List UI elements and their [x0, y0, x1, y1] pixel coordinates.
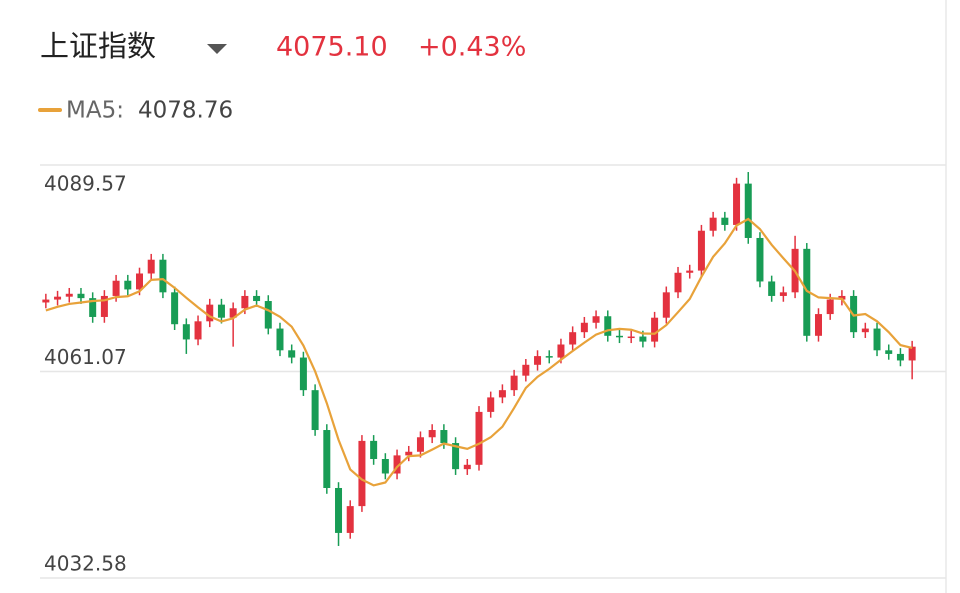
- candle-body: [510, 375, 518, 391]
- candle-body: [182, 324, 190, 340]
- candle-body: [311, 390, 319, 431]
- change: +0.43%: [418, 32, 526, 63]
- candle-body: [873, 328, 881, 351]
- candle-body: [440, 430, 448, 444]
- candle-body: [206, 304, 214, 322]
- chart-title[interactable]: 上证指数: [40, 29, 156, 63]
- candle-body: [885, 350, 893, 354]
- y-tick-label: 4032.58: [44, 552, 127, 576]
- candle-body: [370, 440, 378, 460]
- candle-body: [346, 506, 354, 533]
- candle-body: [487, 397, 495, 412]
- candle-body: [416, 437, 424, 452]
- candle-body: [651, 317, 659, 342]
- candle-body: [803, 248, 811, 336]
- candle-body: [323, 430, 331, 488]
- candle-body: [744, 183, 752, 238]
- candle-body: [194, 321, 202, 340]
- candle-body: [768, 281, 776, 296]
- candle-body: [814, 314, 822, 336]
- candle-body: [463, 464, 471, 470]
- candle-body: [253, 295, 261, 302]
- candle-body: [592, 316, 600, 323]
- candle-body: [896, 353, 904, 361]
- candle-body: [89, 298, 97, 317]
- candle-body: [697, 230, 705, 271]
- candle-body: [779, 292, 787, 296]
- candle-body: [534, 356, 542, 365]
- candle-body: [615, 335, 623, 338]
- candle-body: [686, 270, 694, 273]
- dropdown-arrow[interactable]: [207, 44, 227, 54]
- candle-body: [136, 273, 144, 290]
- candle-body: [393, 455, 401, 474]
- y-tick-label: 4089.57: [44, 172, 127, 196]
- candle-body: [288, 350, 296, 358]
- candle-body: [124, 280, 132, 290]
- price: 4075.10: [276, 32, 388, 63]
- candle-body: [475, 411, 483, 465]
- candle-body: [54, 296, 62, 300]
- candle-body: [77, 293, 85, 299]
- candle-body: [721, 217, 729, 225]
- candle-body: [498, 390, 506, 398]
- candle-body: [557, 344, 565, 358]
- candle-body: [65, 293, 73, 297]
- candle-body: [217, 304, 225, 318]
- candle-body: [428, 430, 436, 438]
- candle-body: [639, 336, 647, 342]
- ma-line: [45, 217, 913, 487]
- candle-body: [299, 357, 307, 391]
- candle-body: [662, 292, 670, 318]
- candle-body: [908, 346, 916, 361]
- candle-body: [229, 308, 237, 318]
- candle-body: [276, 328, 284, 351]
- candle-body: [452, 443, 460, 470]
- candle-body: [826, 299, 834, 315]
- candle-body: [627, 336, 635, 339]
- candle-body: [358, 440, 366, 507]
- candle-body: [756, 237, 764, 282]
- candle-body: [381, 459, 389, 474]
- candle-body: [733, 183, 741, 225]
- candle-body: [861, 328, 869, 333]
- candle-body: [335, 487, 343, 533]
- candle-body: [42, 299, 50, 303]
- candle-body: [709, 217, 717, 231]
- candle-body: [241, 295, 249, 309]
- candle-body: [100, 295, 108, 317]
- candle-body: [674, 272, 682, 293]
- candle-body: [159, 259, 167, 293]
- ma-name: MA5:: [66, 98, 124, 124]
- candle-body: [545, 356, 553, 358]
- candle-body: [604, 316, 612, 336]
- candle-body: [522, 364, 530, 376]
- ma-value: 4078.76: [138, 98, 233, 124]
- candle-body: [171, 292, 179, 325]
- candle-body: [405, 451, 413, 456]
- candle-body: [264, 301, 272, 329]
- candle-body: [569, 332, 577, 345]
- y-tick-label: 4061.07: [44, 345, 127, 369]
- candle-body: [580, 322, 588, 333]
- candle-body: [112, 280, 120, 296]
- candle-body: [147, 259, 155, 274]
